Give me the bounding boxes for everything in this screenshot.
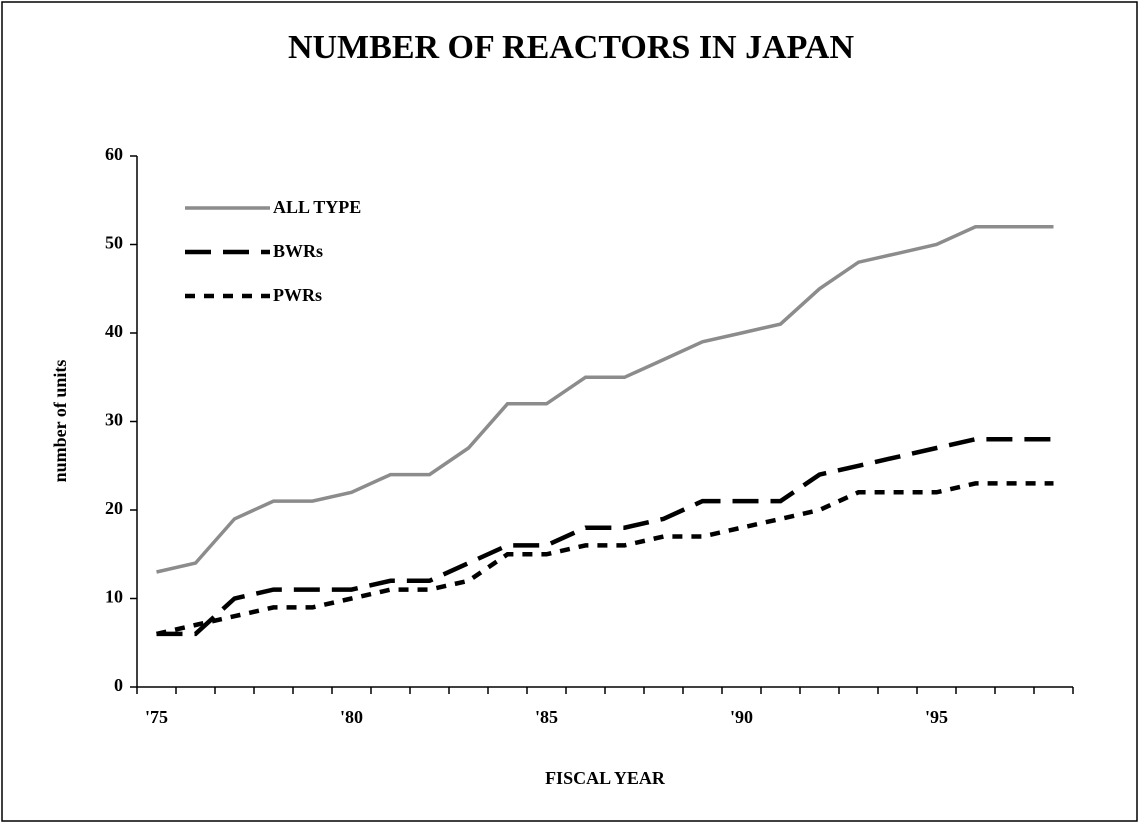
series-line bbox=[156, 225, 1054, 574]
y-tick-label: 20 bbox=[105, 498, 123, 518]
y-tick-label: 10 bbox=[105, 587, 123, 607]
chart-title: NUMBER OF REACTORS IN JAPAN bbox=[288, 29, 855, 66]
legend-label: BWRs bbox=[273, 241, 323, 261]
x-tick-label: '90 bbox=[730, 707, 753, 727]
series-line bbox=[156, 436, 1054, 637]
y-tick-label: 0 bbox=[114, 675, 123, 695]
y-tick-label: 40 bbox=[105, 321, 123, 341]
y-tick-label: 50 bbox=[105, 233, 123, 253]
y-tick-label: 60 bbox=[105, 144, 123, 164]
x-tick-label: '85 bbox=[535, 707, 558, 727]
x-tick-label: '75 bbox=[145, 707, 168, 727]
legend-label: ALL TYPE bbox=[273, 197, 361, 217]
x-tick-label: '80 bbox=[340, 707, 363, 727]
legend-label: PWRs bbox=[273, 285, 322, 305]
y-tick-label: 30 bbox=[105, 410, 123, 430]
y-axis-label: number of units bbox=[50, 360, 70, 483]
x-tick-label: '95 bbox=[925, 707, 948, 727]
x-axis-label: FISCAL YEAR bbox=[545, 768, 666, 788]
series-line bbox=[155, 481, 1054, 637]
